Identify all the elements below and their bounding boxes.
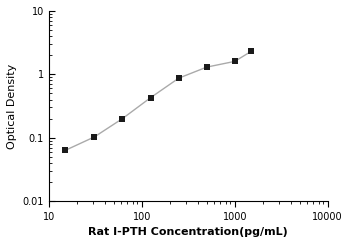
- Point: [92, 135, 97, 139]
- Point: [204, 65, 210, 69]
- Point: [120, 117, 125, 121]
- Point: [248, 50, 254, 53]
- Point: [176, 76, 182, 80]
- X-axis label: Rat I-PTH Concentration(pg/mL): Rat I-PTH Concentration(pg/mL): [88, 227, 288, 237]
- Point: [232, 60, 238, 63]
- Point: [148, 96, 154, 100]
- Y-axis label: Optical Density: Optical Density: [7, 63, 17, 149]
- Point: [62, 148, 68, 152]
